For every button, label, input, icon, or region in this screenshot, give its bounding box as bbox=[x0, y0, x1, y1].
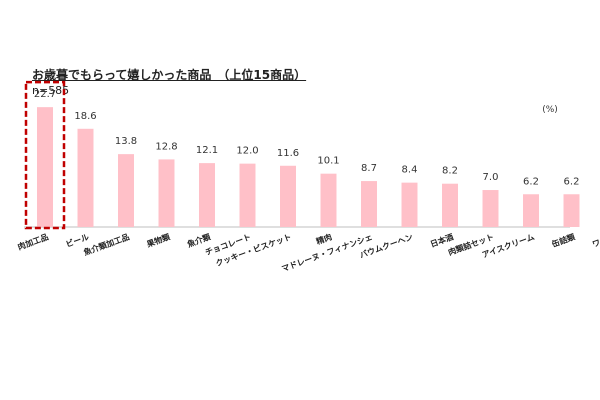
data-label: 6.2 bbox=[564, 176, 580, 187]
bar bbox=[523, 194, 539, 227]
highlight-box bbox=[24, 80, 66, 230]
bar bbox=[361, 181, 377, 227]
bar bbox=[563, 194, 580, 227]
bar bbox=[37, 107, 53, 227]
data-label: 8.7 bbox=[361, 163, 377, 174]
data-label: 12.8 bbox=[155, 141, 177, 152]
category-tick-label: ワイン bbox=[591, 232, 600, 249]
data-label: 8.2 bbox=[442, 166, 458, 177]
data-label: 8.4 bbox=[402, 165, 418, 176]
category-tick-label: 肉加工品 bbox=[16, 231, 49, 251]
data-label: 6.2 bbox=[523, 176, 539, 187]
category-tick-label: 精肉 bbox=[315, 231, 333, 246]
data-label: 22.7 bbox=[34, 89, 56, 100]
data-label: 11.6 bbox=[277, 148, 299, 159]
chart-title: お歳暮でもらって嬉しかった商品 （上位15商品） bbox=[32, 68, 307, 82]
bar bbox=[442, 183, 458, 227]
data-label: 12.0 bbox=[236, 146, 258, 157]
category-tick-label: 缶詰類 bbox=[550, 231, 577, 249]
bar bbox=[482, 190, 499, 227]
bar bbox=[199, 163, 215, 227]
bar bbox=[320, 173, 337, 227]
data-label: 10.1 bbox=[317, 156, 339, 167]
bar bbox=[158, 159, 175, 227]
data-label: 13.8 bbox=[115, 136, 137, 147]
bar bbox=[77, 128, 94, 227]
data-label: 12.1 bbox=[196, 145, 218, 156]
bar bbox=[401, 182, 418, 227]
chart-subtitle: n=585 bbox=[32, 84, 70, 97]
bar bbox=[239, 163, 256, 227]
data-label: 7.0 bbox=[483, 172, 499, 183]
bar bbox=[118, 154, 134, 227]
category-tick-label: 魚介類加工品 bbox=[82, 231, 131, 257]
category-tick-label: 果物類 bbox=[144, 231, 172, 249]
data-label: 18.6 bbox=[74, 111, 96, 122]
unit-label: (%) bbox=[542, 105, 558, 115]
bar bbox=[280, 165, 296, 227]
